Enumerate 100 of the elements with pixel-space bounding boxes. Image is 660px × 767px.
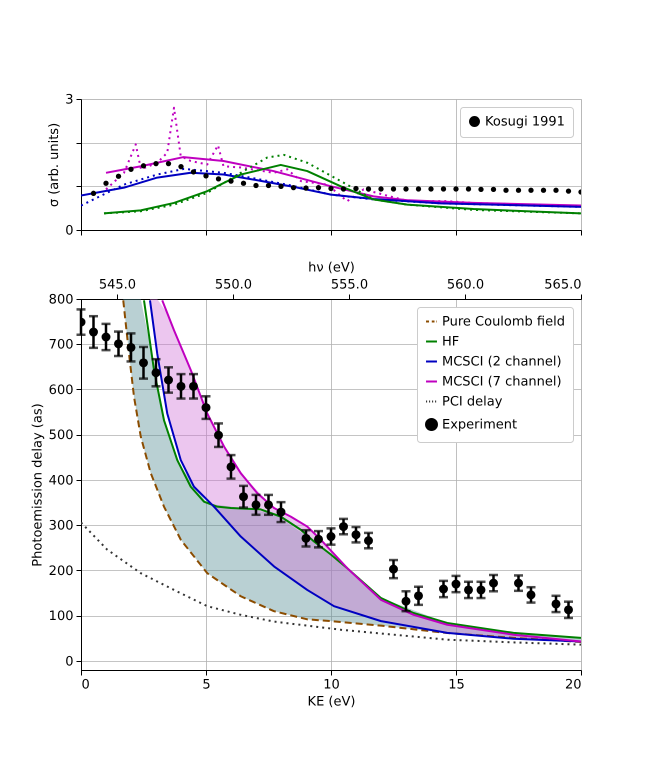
x-tick-label: 5 bbox=[202, 678, 211, 692]
y-tick-label: 0 bbox=[65, 654, 74, 670]
point bbox=[553, 188, 559, 193]
point bbox=[203, 173, 209, 178]
point bbox=[266, 182, 272, 188]
point bbox=[540, 188, 546, 193]
point bbox=[466, 186, 472, 192]
x-tick-label: 0 bbox=[82, 678, 90, 692]
y-tick-label: 100 bbox=[48, 609, 74, 624]
point bbox=[478, 186, 484, 192]
point bbox=[326, 532, 336, 541]
point bbox=[490, 186, 496, 192]
point bbox=[503, 188, 509, 193]
point bbox=[103, 180, 109, 186]
x-tick-label: 10 bbox=[323, 678, 340, 692]
point bbox=[366, 186, 372, 192]
point bbox=[414, 591, 423, 600]
point bbox=[528, 188, 534, 193]
point bbox=[328, 186, 334, 192]
x-axis-title: KE (eV) bbox=[308, 694, 356, 710]
y-tick-label: 0 bbox=[65, 224, 74, 238]
point bbox=[264, 500, 273, 510]
point bbox=[403, 186, 409, 192]
point bbox=[152, 368, 160, 378]
legend-label: PCI delay bbox=[442, 394, 503, 410]
point bbox=[416, 186, 422, 192]
point bbox=[352, 530, 360, 540]
point bbox=[116, 174, 122, 179]
x-tick-label: 15 bbox=[448, 678, 465, 692]
point bbox=[464, 585, 473, 594]
point bbox=[476, 585, 486, 594]
y-axis-title: σ (arb. units) bbox=[47, 122, 62, 208]
x2-tick-label: 560.0 bbox=[446, 278, 484, 292]
point bbox=[526, 590, 536, 600]
point bbox=[214, 430, 223, 440]
point bbox=[189, 382, 198, 391]
point bbox=[89, 328, 98, 336]
point bbox=[566, 188, 572, 194]
point bbox=[253, 182, 259, 188]
legend-label: Pure Coulomb field bbox=[442, 314, 565, 330]
point bbox=[378, 186, 384, 192]
y-tick-label: 400 bbox=[48, 473, 74, 488]
legend-label: MCSCI (7 channel) bbox=[442, 374, 562, 390]
x2-axis-title: hν (eV) bbox=[308, 260, 355, 276]
point bbox=[489, 578, 498, 588]
x2-tick-label: 565.0 bbox=[544, 278, 582, 292]
x-tick-label: 20 bbox=[564, 678, 582, 692]
y-tick-label: 3 bbox=[65, 92, 74, 108]
point bbox=[128, 166, 134, 172]
legend-label: HF bbox=[442, 334, 460, 350]
point bbox=[239, 492, 248, 502]
point bbox=[216, 176, 222, 182]
point bbox=[389, 564, 398, 574]
point bbox=[552, 599, 560, 608]
point bbox=[139, 358, 148, 368]
point bbox=[428, 186, 434, 192]
point bbox=[190, 169, 196, 175]
point bbox=[114, 339, 123, 348]
point bbox=[166, 160, 172, 166]
point bbox=[339, 522, 348, 532]
y-tick-label: 800 bbox=[48, 292, 74, 308]
point bbox=[290, 185, 296, 190]
y-tick-label: 700 bbox=[48, 338, 74, 353]
point bbox=[453, 186, 459, 192]
point bbox=[102, 332, 110, 342]
point bbox=[452, 580, 460, 588]
point bbox=[316, 185, 322, 190]
point bbox=[164, 376, 173, 384]
point bbox=[252, 500, 260, 510]
point bbox=[514, 578, 523, 588]
point bbox=[303, 185, 309, 191]
point bbox=[402, 596, 410, 606]
line-series bbox=[81, 522, 581, 646]
point bbox=[516, 188, 522, 193]
point bbox=[439, 584, 448, 594]
legend-label: MCSCI (2 channel) bbox=[442, 354, 562, 370]
y-tick-label: 200 bbox=[48, 564, 74, 579]
point bbox=[226, 462, 236, 472]
point bbox=[278, 184, 284, 189]
point bbox=[276, 508, 286, 517]
legend-label: Kosugi 1991 bbox=[485, 114, 565, 130]
point bbox=[176, 382, 186, 391]
point bbox=[140, 163, 146, 168]
point bbox=[302, 534, 310, 543]
point bbox=[390, 186, 396, 192]
legend-label: Experiment bbox=[442, 418, 518, 432]
point bbox=[340, 186, 346, 192]
point bbox=[228, 178, 234, 184]
point bbox=[126, 342, 136, 352]
point bbox=[353, 186, 359, 192]
y-tick-label: 300 bbox=[48, 518, 74, 534]
x2-tick-label: 555.0 bbox=[330, 278, 368, 292]
point bbox=[314, 534, 323, 544]
x2-tick-label: 545.0 bbox=[98, 278, 136, 292]
point bbox=[153, 160, 159, 166]
y-tick-label: 500 bbox=[48, 428, 74, 444]
x2-tick-label: 550.0 bbox=[214, 278, 252, 292]
point bbox=[440, 186, 446, 192]
point bbox=[240, 180, 246, 186]
point bbox=[178, 164, 184, 170]
